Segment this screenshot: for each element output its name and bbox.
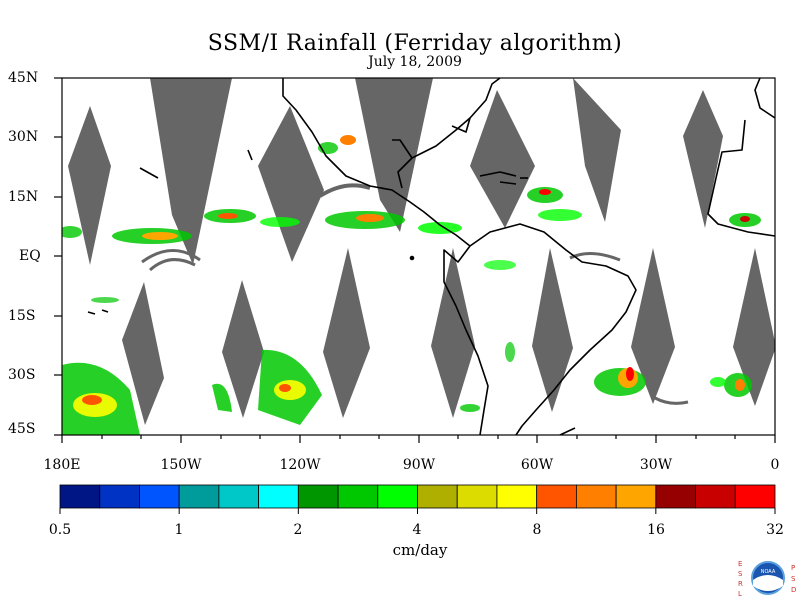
lon-label-0: 0 (770, 457, 780, 473)
lat-label-30s: 30S (8, 367, 36, 383)
logo-center-text: NOAA (761, 569, 776, 575)
colorbar-swatch (59, 484, 101, 509)
colorbar-swatch (456, 484, 498, 509)
lat-label-30n: 30N (8, 129, 39, 145)
colorbar-swatch (655, 484, 696, 509)
lat-label-15n: 15N (8, 189, 39, 205)
logo-letter: R (738, 580, 743, 588)
colorbar-swatch (258, 484, 299, 509)
lon-label-150w: 150W (160, 457, 202, 473)
noaa-esrl-psd-logo: E S R L P S D NOAA (738, 560, 796, 598)
colorbar-swatch (734, 484, 776, 509)
lat-label-45n: 45N (8, 70, 39, 86)
colorbar-tick-label: 1 (174, 522, 184, 538)
colorbar-swatch (536, 484, 577, 509)
colorbar-tick-label: 8 (532, 522, 542, 538)
logo-letter: L (738, 590, 742, 598)
lon-ticks (61, 435, 776, 443)
lon-label-180e: 180E (43, 457, 81, 473)
logo-letter: S (791, 575, 796, 583)
colorbar-units: cm/day (392, 541, 448, 559)
lat-label-45s: 45S (8, 421, 36, 437)
colorbar-swatch (139, 484, 180, 509)
lat-ticks (54, 77, 62, 436)
colorbar-swatch (218, 484, 260, 509)
lon-label-90w: 90W (402, 457, 436, 473)
logo-letter: S (738, 570, 743, 578)
lon-label-60w: 60W (520, 457, 554, 473)
colorbar-swatch (417, 484, 458, 509)
logo-letter: P (791, 564, 795, 572)
coastlines (87, 78, 775, 435)
colorbar-tick-label: 16 (647, 522, 665, 538)
colorbar-swatch (178, 484, 220, 509)
colorbar-swatch (575, 484, 617, 509)
lon-label-120w: 120W (279, 457, 321, 473)
map-date: July 18, 2009 (368, 54, 462, 70)
colorbar-swatch (99, 484, 140, 509)
colorbar (59, 484, 776, 514)
lat-label-15s: 15S (8, 308, 36, 324)
colorbar-swatch (337, 484, 379, 509)
colorbar-swatch (297, 484, 339, 509)
colorbar-swatch (496, 484, 538, 509)
lat-label-eq: EQ (19, 248, 41, 264)
colorbar-swatch (377, 484, 418, 509)
colorbar-tick-label: 2 (293, 522, 303, 538)
colorbar-swatch (695, 484, 736, 509)
logo-letter: E (738, 560, 742, 568)
colorbar-tick-label: 0.5 (48, 522, 72, 538)
no-data-swaths (68, 78, 775, 425)
colorbar-tick-label: 4 (412, 522, 422, 538)
map-title: SSM/I Rainfall (Ferriday algorithm) (207, 31, 623, 56)
logo-letter: D (791, 586, 796, 594)
map-frame (54, 77, 776, 443)
lon-label-30w: 30W (639, 457, 673, 473)
colorbar-swatch (615, 484, 657, 509)
colorbar-tick-label: 32 (766, 522, 784, 538)
